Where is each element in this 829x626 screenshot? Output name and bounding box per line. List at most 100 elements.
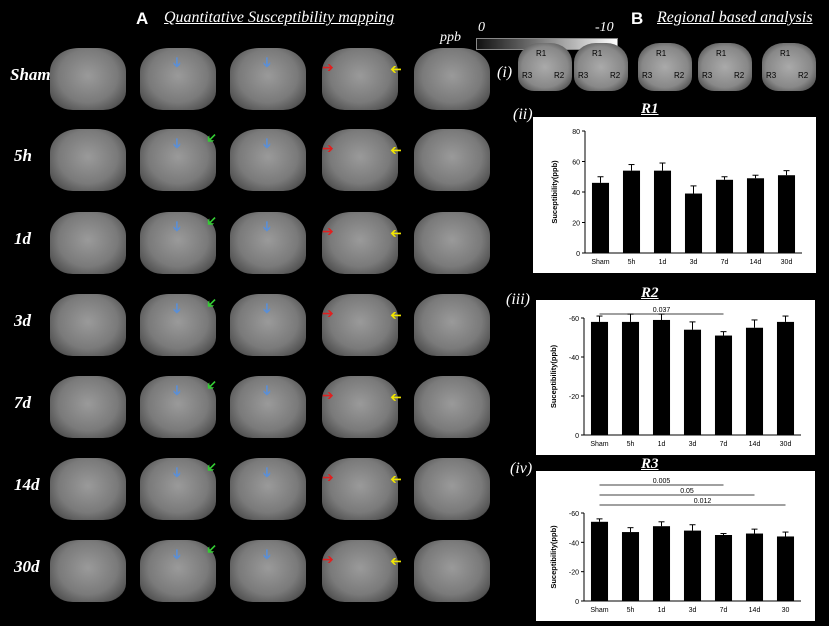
roi-label: R1 <box>656 49 667 58</box>
roi-thumbnail-image: R1 R2 R3 <box>638 43 692 91</box>
brain-slice-image <box>414 212 490 274</box>
roi-label: R2 <box>734 71 745 80</box>
x-tick-label: 5h <box>627 441 635 448</box>
brain-slice-image <box>322 540 398 602</box>
row-label: 3d <box>14 311 31 330</box>
x-tick-label: 5h <box>628 259 636 266</box>
blue-arrow-icon: ➔ <box>168 56 184 69</box>
bar <box>776 536 795 601</box>
y-axis-label: Suceptibility(ppb) <box>550 160 559 224</box>
roi-thumbnail-image: R1 R2 R3 <box>518 43 572 91</box>
brain-slice-image <box>414 129 490 191</box>
scale-unit: ppb <box>440 30 461 45</box>
brain-slice-image <box>414 458 490 520</box>
brain-slice-image <box>230 376 306 438</box>
y-tick-label: 0 <box>575 433 579 440</box>
sublabel-iv: (iv) <box>510 460 533 477</box>
x-tick-label: 3d <box>689 441 697 448</box>
y-tick-label: -20 <box>569 570 579 577</box>
roi-label: R1 <box>592 49 603 58</box>
x-tick-label: 14d <box>749 607 761 614</box>
y-tick-label: 0 <box>576 251 580 258</box>
brain-slice-image <box>50 376 126 438</box>
y-tick-label: -40 <box>569 540 579 547</box>
y-tick-label: 60 <box>572 160 580 167</box>
blue-arrow-icon: ➔ <box>258 384 274 397</box>
brain-slice-image <box>322 458 398 520</box>
sublabel-i: (i) <box>497 64 513 81</box>
roi-label: R1 <box>536 49 547 58</box>
blue-arrow-icon: ➔ <box>258 137 274 150</box>
yellow-arrow-icon: ➔ <box>390 142 402 157</box>
roi-label: R3 <box>642 71 653 80</box>
brain-slice-image <box>50 458 126 520</box>
x-tick-label: 30d <box>781 259 793 266</box>
roi-label: R3 <box>522 71 533 80</box>
chart-r2-title: R2 <box>641 285 659 301</box>
brain-slice-image <box>50 294 126 356</box>
red-arrow-icon: ➔ <box>322 61 334 76</box>
red-arrow-icon: ➔ <box>322 307 334 322</box>
bar <box>590 521 609 601</box>
blue-arrow-icon: ➔ <box>168 220 184 233</box>
brain-slice-image <box>140 129 216 191</box>
bar <box>715 179 734 253</box>
bar <box>777 175 796 253</box>
panel-a-letter: A <box>136 9 149 28</box>
x-tick-label: Sham <box>590 607 608 614</box>
brain-slice-image <box>140 294 216 356</box>
x-tick-label: 30 <box>782 607 790 614</box>
roi-label: R3 <box>578 71 589 80</box>
x-tick-label: 14d <box>750 259 762 266</box>
x-tick-label: 30d <box>780 441 792 448</box>
y-axis-label: Suceptibility(ppb) <box>549 344 558 408</box>
row-label: 1d <box>14 229 31 248</box>
significance-label: 0.05 <box>680 488 694 495</box>
brain-slice-image <box>140 376 216 438</box>
brain-slice-image <box>414 294 490 356</box>
brain-slice-image <box>50 540 126 602</box>
y-axis-label: Suceptibility(ppb) <box>549 525 558 589</box>
bar <box>683 530 702 601</box>
brain-slice-image <box>230 540 306 602</box>
x-tick-label: 5h <box>627 607 635 614</box>
sublabel-ii: (ii) <box>513 106 533 123</box>
chart-r2: 0 -20 -40 -60 Suceptibility(ppb) Sham 5h 1d 3d 7d… <box>536 300 815 455</box>
y-tick-label: 20 <box>572 221 580 228</box>
roi-label: R1 <box>716 49 727 58</box>
row-label: 14d <box>14 475 40 494</box>
brain-slice-image <box>414 376 490 438</box>
brain-slice-image <box>50 48 126 110</box>
x-tick-label: 1d <box>658 441 666 448</box>
significance-label: 0.037 <box>653 307 671 314</box>
red-arrow-icon: ➔ <box>322 225 334 240</box>
significance-label: 0.012 <box>694 498 712 505</box>
scale-min-label: 0 <box>478 20 485 35</box>
blue-arrow-icon: ➔ <box>168 548 184 561</box>
brain-slice-image <box>230 129 306 191</box>
row-label: 5h <box>14 146 32 165</box>
bar <box>714 335 733 435</box>
x-tick-label: 1d <box>658 607 666 614</box>
x-tick-label: 7d <box>721 259 729 266</box>
brain-slice-image <box>140 48 216 110</box>
red-arrow-icon: ➔ <box>322 471 334 486</box>
roi-label: R2 <box>798 71 809 80</box>
red-arrow-icon: ➔ <box>322 142 334 157</box>
roi-label: R2 <box>674 71 685 80</box>
bar <box>652 319 671 435</box>
panel-b-title: Regional based analysis <box>657 9 813 26</box>
yellow-arrow-icon: ➔ <box>390 61 402 76</box>
brain-slice-image <box>230 458 306 520</box>
y-tick-label: 40 <box>572 190 580 197</box>
brain-slice-image <box>50 129 126 191</box>
x-tick-label: 3d <box>690 259 698 266</box>
roi-label: R2 <box>554 71 565 80</box>
bar <box>622 170 641 253</box>
bar <box>714 535 733 601</box>
bar <box>745 533 764 601</box>
row-label: Sham <box>10 65 51 84</box>
brain-slice-image <box>322 212 398 274</box>
x-tick-label: 3d <box>689 607 697 614</box>
y-tick-label: -60 <box>569 511 579 518</box>
